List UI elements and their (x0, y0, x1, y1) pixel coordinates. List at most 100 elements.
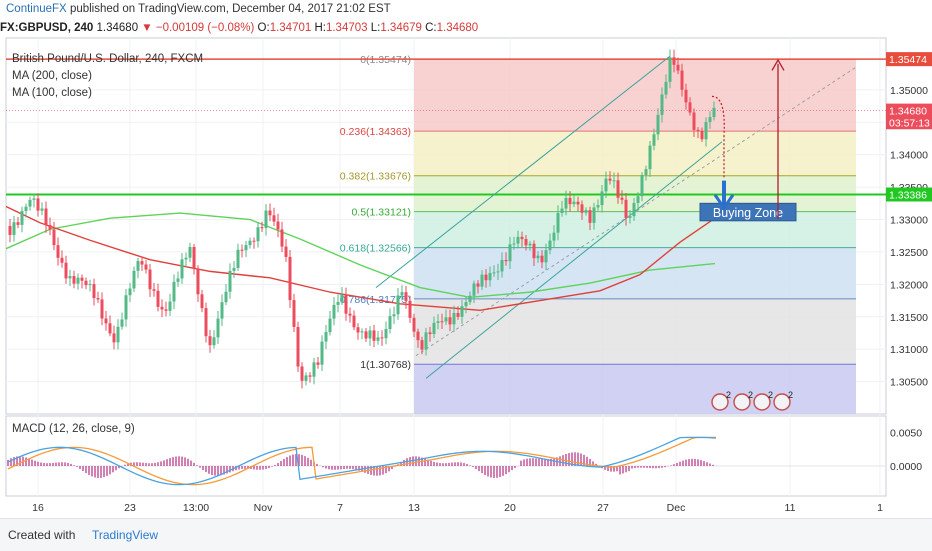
candle-body[interactable] (32, 198, 36, 200)
candle-body[interactable] (708, 117, 712, 123)
candle-body[interactable] (292, 300, 296, 327)
candle-body[interactable] (20, 211, 24, 225)
candle-body[interactable] (656, 114, 660, 135)
candle-body[interactable] (144, 264, 148, 270)
candle-body[interactable] (436, 321, 440, 323)
candle-body[interactable] (220, 302, 224, 319)
candle-body[interactable] (216, 318, 220, 338)
candle-body[interactable] (176, 278, 180, 282)
candle-body[interactable] (280, 229, 284, 247)
event-icon[interactable] (773, 393, 791, 411)
candle-body[interactable] (544, 250, 548, 263)
candle-body[interactable] (252, 240, 256, 242)
candle-body[interactable] (356, 327, 360, 333)
candle-body[interactable] (60, 257, 64, 263)
candle-body[interactable] (528, 243, 532, 246)
candle-body[interactable] (560, 208, 564, 214)
candle-body[interactable] (448, 317, 452, 325)
candle-body[interactable] (28, 199, 32, 207)
candle-body[interactable] (80, 277, 84, 281)
candle-body[interactable] (608, 178, 612, 181)
candle-body[interactable] (204, 308, 208, 337)
channel-median[interactable] (415, 66, 857, 357)
candle-body[interactable] (232, 267, 236, 271)
candle-body[interactable] (324, 332, 328, 342)
candle-body[interactable] (272, 215, 276, 222)
candle-body[interactable] (520, 236, 524, 240)
candle-body[interactable] (268, 210, 272, 216)
candle-body[interactable] (588, 210, 592, 223)
candle-body[interactable] (288, 256, 292, 301)
author-link[interactable]: ContinueFX (6, 3, 67, 15)
candle-body[interactable] (152, 289, 156, 291)
candle-body[interactable] (396, 295, 400, 315)
candle-body[interactable] (684, 89, 688, 103)
candle-body[interactable] (300, 366, 304, 381)
candle-body[interactable] (440, 321, 444, 323)
candle-body[interactable] (612, 180, 616, 182)
candle-body[interactable] (76, 277, 80, 284)
candle-body[interactable] (452, 312, 456, 325)
candle-body[interactable] (172, 281, 176, 302)
candle-body[interactable] (640, 175, 644, 197)
candle-body[interactable] (712, 107, 716, 118)
ma100-line[interactable] (5, 205, 716, 311)
candle-body[interactable] (492, 272, 496, 274)
candle-body[interactable] (460, 306, 464, 317)
candle-body[interactable] (580, 204, 584, 213)
candle-body[interactable] (48, 224, 52, 230)
candle-body[interactable] (484, 274, 488, 281)
candle-body[interactable] (316, 362, 320, 365)
candle-body[interactable] (676, 64, 680, 71)
candle-body[interactable] (124, 295, 128, 320)
candle-body[interactable] (444, 317, 448, 322)
candle-body[interactable] (340, 294, 344, 302)
candle-body[interactable] (164, 309, 168, 311)
candle-body[interactable] (248, 240, 252, 246)
candle-body[interactable] (476, 283, 480, 287)
candle-body[interactable] (680, 70, 684, 90)
candle-body[interactable] (604, 178, 608, 192)
candle-body[interactable] (8, 226, 12, 235)
candle-body[interactable] (516, 236, 520, 244)
candle-body[interactable] (256, 227, 260, 242)
candle-body[interactable] (648, 145, 652, 170)
candle-body[interactable] (140, 261, 144, 265)
candle-body[interactable] (536, 255, 540, 259)
candle-body[interactable] (472, 283, 476, 296)
candle-body[interactable] (380, 337, 384, 339)
candle-body[interactable] (168, 301, 172, 311)
candle-body[interactable] (88, 284, 92, 286)
candle-body[interactable] (40, 208, 44, 211)
candle-body[interactable] (660, 94, 664, 115)
candle-body[interactable] (400, 292, 404, 296)
candle-body[interactable] (540, 255, 544, 263)
candle-body[interactable] (624, 199, 628, 218)
candle-body[interactable] (284, 246, 288, 257)
candle-body[interactable] (388, 316, 392, 330)
candle-body[interactable] (668, 57, 672, 82)
candle-body[interactable] (56, 245, 60, 258)
candle-body[interactable] (596, 205, 600, 208)
candle-body[interactable] (412, 317, 416, 332)
candle-body[interactable] (488, 272, 492, 281)
candle-body[interactable] (108, 323, 112, 334)
candle-body[interactable] (184, 257, 188, 260)
candle-body[interactable] (276, 221, 280, 230)
macd-signal-line[interactable] (7, 436, 717, 486)
candle-body[interactable] (600, 191, 604, 206)
candle-body[interactable] (200, 294, 204, 309)
candle-body[interactable] (328, 318, 332, 333)
candle-body[interactable] (428, 332, 432, 335)
candle-body[interactable] (384, 329, 388, 339)
candle-body[interactable] (104, 318, 108, 324)
candle-body[interactable] (344, 294, 348, 314)
candle-body[interactable] (296, 326, 300, 367)
candle-body[interactable] (224, 291, 228, 303)
candle-body[interactable] (672, 57, 676, 65)
candle-body[interactable] (196, 268, 200, 295)
candle-body[interactable] (156, 290, 160, 307)
candle-body[interactable] (636, 196, 640, 204)
candle-body[interactable] (632, 203, 636, 217)
candle-body[interactable] (348, 313, 352, 316)
